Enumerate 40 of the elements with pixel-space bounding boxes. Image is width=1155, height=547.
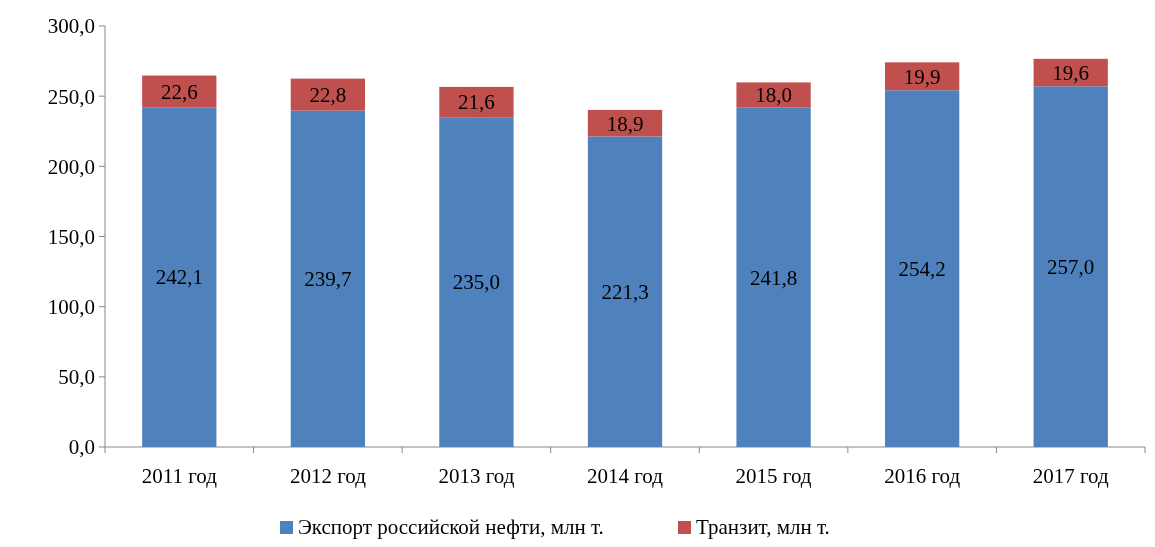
bar	[587, 136, 663, 447]
y-tick-label: 300,0	[47, 14, 95, 39]
y-tick-label: 250,0	[47, 84, 95, 109]
data-label: 241,8	[749, 265, 798, 290]
y-tick-label: 150,0	[47, 224, 95, 249]
data-label: 221,3	[601, 280, 649, 305]
bar	[439, 117, 514, 447]
bar	[290, 110, 365, 447]
bar	[885, 90, 960, 447]
bar	[142, 107, 217, 447]
data-label: 18,9	[606, 111, 644, 136]
legend-label: Транзит, млн т.	[696, 515, 830, 539]
x-tick-label: 2012 год	[289, 464, 367, 488]
data-label: 239,7	[304, 267, 352, 292]
bar	[736, 107, 811, 447]
data-label: 254,2	[898, 256, 946, 281]
x-tick-label: 2011 год	[141, 464, 218, 488]
data-label: 19,9	[903, 64, 941, 89]
data-label: 22,8	[309, 82, 347, 107]
data-label: 235,0	[452, 270, 501, 295]
x-tick-label: 2013 год	[438, 464, 515, 488]
data-label: 22,6	[160, 79, 198, 104]
bar	[439, 86, 514, 118]
y-tick-label: 200,0	[47, 154, 95, 179]
bar	[1033, 86, 1108, 447]
x-tick-label: 2017 год	[1032, 464, 1109, 488]
legend-label: Экспорт российской нефти, млн т.	[298, 515, 604, 539]
data-label: 21,6	[458, 90, 495, 115]
x-tick-label: 2015 год	[735, 464, 812, 488]
data-label: 242,1	[155, 265, 203, 290]
y-tick-label: 0,0	[68, 435, 95, 460]
data-label: 19,6	[1052, 60, 1090, 85]
data-label: 18,0	[755, 83, 792, 108]
x-tick-label: 2014 год	[587, 464, 664, 488]
data-label: 257,0	[1047, 255, 1095, 280]
x-tick-label: 2016 год	[884, 464, 961, 488]
y-tick-label: 50,0	[58, 365, 95, 390]
bar	[736, 82, 811, 108]
bar	[290, 78, 365, 111]
y-tick-label: 100,0	[47, 295, 95, 320]
